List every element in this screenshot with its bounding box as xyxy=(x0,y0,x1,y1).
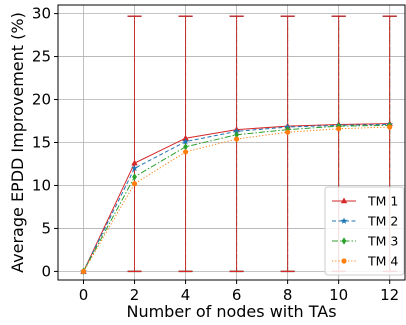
legend-label-tm4: TM 4 xyxy=(367,254,398,269)
data-point-tm2 xyxy=(233,127,241,135)
data-point-tm4 xyxy=(336,126,342,132)
legend: TM 1 TM 2 TM 3 TM 4 xyxy=(324,186,405,276)
x-axis-label: Number of nodes with TAs xyxy=(126,302,336,321)
data-point-tm4 xyxy=(387,124,393,130)
x-tick-label: 2 xyxy=(130,286,140,304)
data-point-tm1 xyxy=(182,134,189,141)
x-tick-label: 4 xyxy=(181,286,191,304)
x-tick-label: 0 xyxy=(79,286,89,304)
y-tick-label: 20 xyxy=(32,91,51,109)
series-lines xyxy=(80,120,394,276)
data-point-tm2 xyxy=(131,164,138,172)
x-tick-label: 8 xyxy=(283,286,293,304)
y-tick-label: 5 xyxy=(41,219,51,237)
legend-label-tm1: TM 1 xyxy=(367,194,398,209)
y-tick-label: 0 xyxy=(41,262,51,280)
y-axis-label: Average EPDD Improvement (%) xyxy=(8,12,27,273)
x-tick-label: 10 xyxy=(329,286,348,304)
x-tick-label: 12 xyxy=(380,286,399,304)
y-tick-label: 30 xyxy=(32,5,51,23)
data-point-tm3 xyxy=(132,173,137,181)
legend-box xyxy=(324,186,405,276)
data-point-tm1 xyxy=(131,159,138,166)
y-tick-label: 25 xyxy=(32,48,51,66)
y-axis-ticks: 0 5 10 15 20 25 30 xyxy=(32,5,58,280)
data-point-tm4 xyxy=(234,136,240,142)
data-point-tm4 xyxy=(285,129,291,135)
y-tick-label: 10 xyxy=(32,176,51,194)
data-point-tm4 xyxy=(131,181,138,187)
y-tick-label: 15 xyxy=(32,134,51,152)
legend-marker-tm1 xyxy=(340,197,348,204)
legend-marker-tm4 xyxy=(341,258,347,264)
legend-marker-tm2 xyxy=(340,217,348,224)
data-point-tm4 xyxy=(182,149,189,155)
data-point-tm4 xyxy=(80,268,87,275)
data-point-tm3 xyxy=(183,143,188,151)
legend-marker-tm3 xyxy=(341,237,347,245)
data-point-tm3 xyxy=(234,131,240,139)
data-point-tm2 xyxy=(182,138,189,145)
x-tick-label: 6 xyxy=(232,286,242,304)
legend-label-tm3: TM 3 xyxy=(367,234,398,249)
legend-label-tm2: TM 2 xyxy=(367,214,398,229)
x-axis-ticks: 0 2 4 6 8 10 12 xyxy=(79,280,399,304)
